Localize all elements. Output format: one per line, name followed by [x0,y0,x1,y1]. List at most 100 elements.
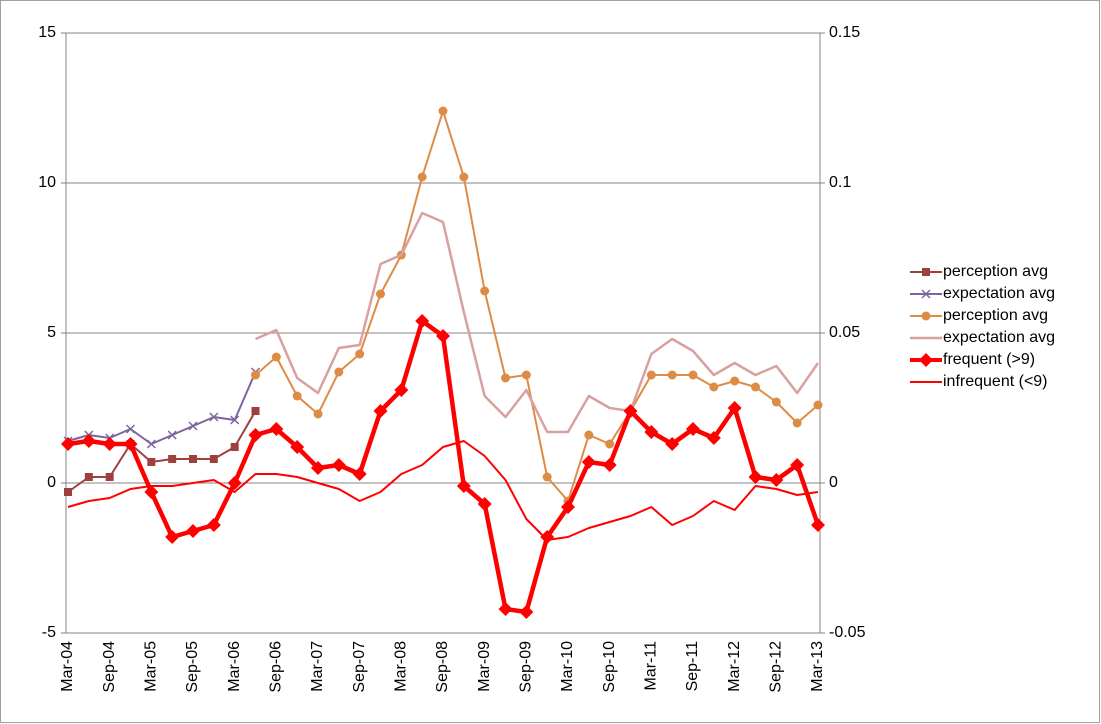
marker [623,404,638,418]
marker [227,476,242,490]
marker [84,473,93,481]
marker [542,472,552,482]
x-tick-label: Sep-07 [351,641,368,693]
marker [331,458,346,472]
series-line [67,440,819,541]
marker [477,497,492,511]
marker [751,382,760,392]
marker [209,455,218,463]
x-tick-label: Mar-10 [559,641,576,692]
marker [498,602,513,616]
marker [230,415,240,425]
marker [813,400,823,410]
y2-tick-label: -0.05 [829,624,866,641]
x-tick-label: Sep-12 [768,641,785,693]
marker [230,443,239,451]
marker [105,473,114,481]
marker [519,605,534,619]
x-tick-label: Sep-08 [434,641,451,693]
marker [313,409,323,419]
marker [748,470,763,484]
marker [922,268,930,276]
marker [165,530,180,544]
marker [456,479,471,493]
marker [921,289,931,299]
x-tick-label: Mar-04 [59,641,76,692]
marker [602,458,617,472]
marker [790,458,805,472]
x-tick-label: Mar-09 [476,641,493,692]
marker [644,425,659,439]
marker [269,422,284,436]
legend-label: expectation avg [943,329,1055,346]
marker [584,430,594,440]
marker [292,391,302,401]
x-tick-label: Mar-12 [726,641,743,692]
x-tick-label: Mar-05 [143,641,160,692]
x-tick-label: Mar-11 [643,641,660,691]
marker [667,370,677,380]
y2-tick-label: 0 [829,474,838,491]
marker [459,172,469,182]
marker [727,401,742,415]
legend-label: infrequent (<9) [943,373,1048,390]
y2-tick-label: 0.15 [829,24,860,41]
marker [521,370,531,380]
series-line [255,211,820,434]
marker [373,404,388,418]
marker [792,418,802,428]
x-tick-label: Sep-11 [684,641,701,692]
legend-label: expectation avg [943,285,1055,302]
x-tick-label: Sep-06 [268,641,285,693]
y-tick-label: 0 [47,474,56,491]
series-line [67,371,257,445]
marker [394,383,409,397]
marker [61,437,75,451]
marker [102,437,117,451]
x-tick-label: Mar-13 [809,641,826,692]
marker [125,424,136,434]
x-tick-label: Sep-05 [184,641,201,693]
marker [686,422,700,436]
marker [688,370,698,380]
y2-tick-label: 0.1 [829,174,851,191]
marker [355,349,365,359]
marker [730,376,740,386]
marker [189,455,197,463]
legend-label: perception avg [943,307,1048,324]
marker [251,370,260,380]
x-tick-label: Mar-07 [309,641,326,692]
y-tick-label: -5 [42,624,56,641]
legend-label: perception avg [943,263,1048,280]
marker [271,352,281,362]
marker [147,458,156,466]
marker [417,172,427,182]
marker [168,455,177,463]
marker [186,524,200,538]
y-tick-label: 5 [47,324,56,341]
marker [561,500,575,514]
marker [64,488,72,496]
y-tick-label: 10 [38,174,56,191]
marker [769,473,784,487]
marker [81,434,96,448]
marker [771,397,781,407]
series-line [254,110,819,502]
marker [167,430,177,440]
marker [334,367,344,377]
marker [376,289,385,299]
marker [709,382,719,392]
marker [290,440,305,454]
x-tick-label: Mar-08 [393,641,410,692]
marker [646,370,656,380]
marker [248,428,263,442]
marker [123,437,138,451]
series-line [67,410,257,493]
x-tick-label: Sep-04 [101,641,118,693]
marker [146,439,156,449]
marker [144,485,159,499]
legend-label: frequent (>9) [943,351,1035,368]
marker [209,412,219,422]
marker [415,314,430,328]
